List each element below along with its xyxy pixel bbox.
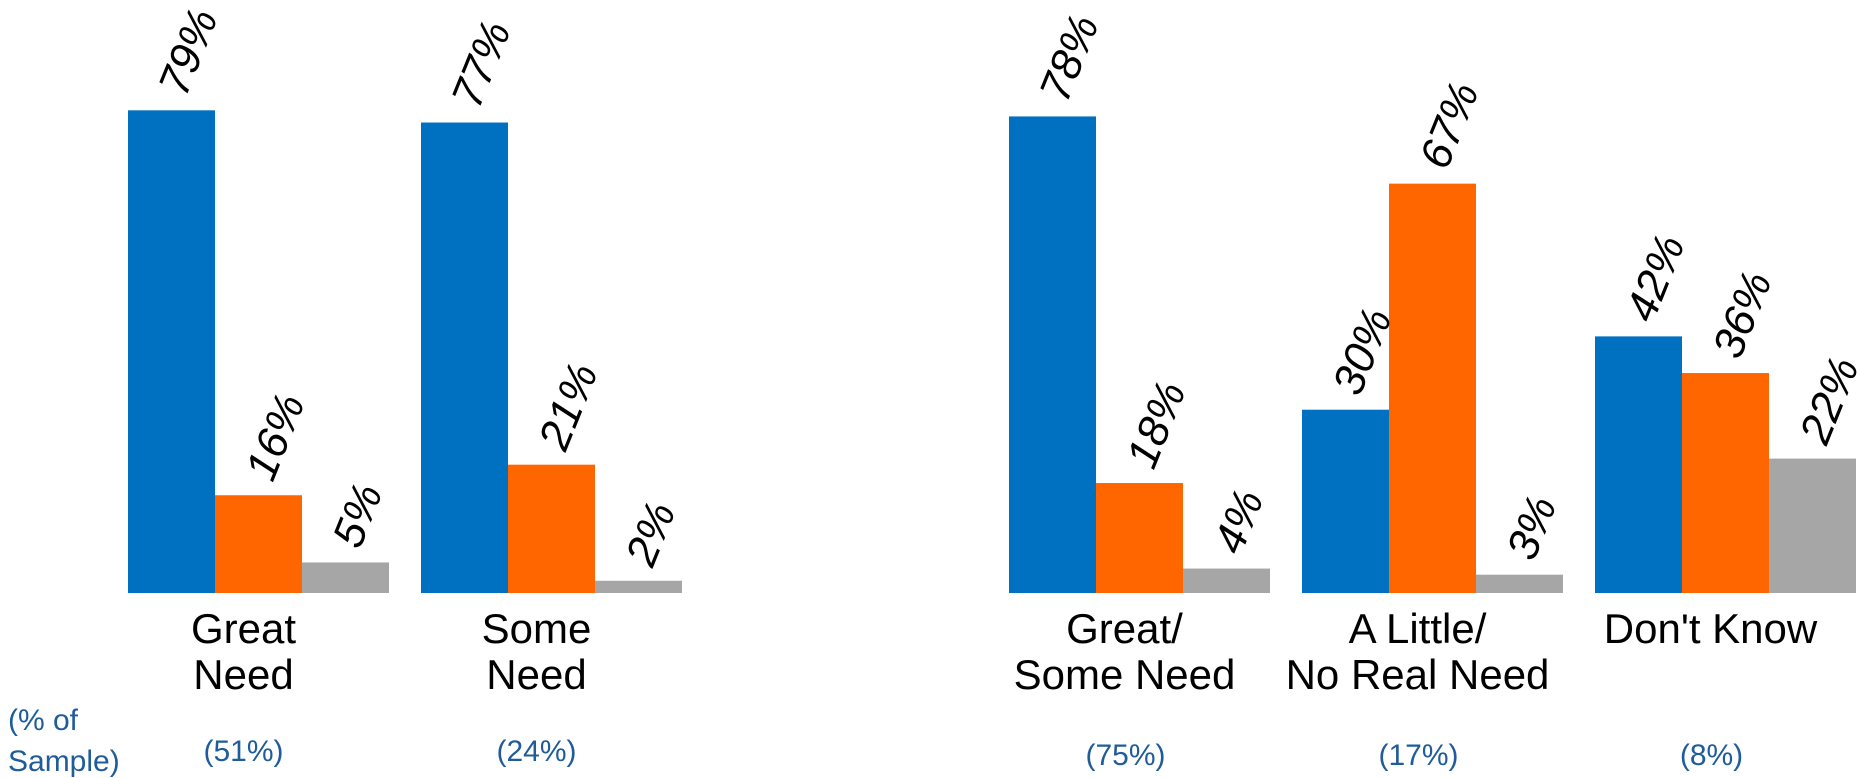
data-label: 22% (1790, 350, 1860, 451)
sample-size-label: (8%) (1680, 739, 1743, 772)
data-label: 42% (1616, 228, 1694, 328)
data-label: 77% (442, 14, 520, 114)
data-label: 18% (1117, 375, 1195, 475)
data-label: 3% (1497, 489, 1566, 566)
bar-chart2-group3-series2 (1682, 373, 1769, 593)
category-label: Great/Some Need (1014, 605, 1236, 698)
bar-chart1-group1-series3 (302, 562, 389, 593)
data-label: 2% (616, 495, 686, 573)
data-label: 5% (323, 477, 392, 554)
sample-size-label: (51%) (203, 735, 283, 768)
bar-chart2-group2-series1 (1302, 409, 1389, 593)
bar-chart1-group2-series3 (595, 580, 682, 593)
bar-chart2-group1-series1 (1009, 116, 1096, 594)
data-label: 16% (236, 387, 314, 487)
bar-chart2-group2-series3 (1476, 574, 1563, 593)
bar-chart2-group1-series2 (1096, 483, 1183, 593)
data-label: 21% (529, 356, 608, 457)
bar-chart1-group1-series1 (128, 110, 215, 593)
sample-size-label: (17%) (1378, 739, 1458, 772)
data-label: 79% (149, 2, 227, 102)
category-label: Don't Know (1604, 605, 1818, 652)
data-label: 36% (1703, 265, 1781, 365)
bar-chart1-group2-series1 (421, 122, 508, 593)
bar-layer (128, 110, 1856, 594)
sample-size-label: (75%) (1085, 739, 1165, 772)
category-label: Some Need (482, 605, 592, 698)
data-label: 78% (1030, 8, 1108, 108)
category-label: Great Need (191, 605, 296, 698)
data-label: 67% (1410, 75, 1488, 175)
bar-chart2-group1-series3 (1183, 568, 1270, 593)
sample-note: (% of Sample) (8, 704, 120, 778)
bar-chart2-group3-series3 (1769, 458, 1856, 593)
bar-chart1-group2-series2 (508, 464, 595, 593)
label-layer: 79% 16%5% Great Need (51%) 77% 21%2% Some Need (2… (8, 2, 1860, 778)
data-label: 4% (1204, 483, 1273, 560)
bar-chart2-group3-series1 (1595, 336, 1682, 593)
sample-size-label: (24%) (496, 735, 576, 768)
category-label: A Little/No Real Need (1286, 605, 1550, 698)
bar-chart2-group2-series2 (1389, 183, 1476, 593)
bar-chart1-group1-series2 (215, 495, 302, 593)
